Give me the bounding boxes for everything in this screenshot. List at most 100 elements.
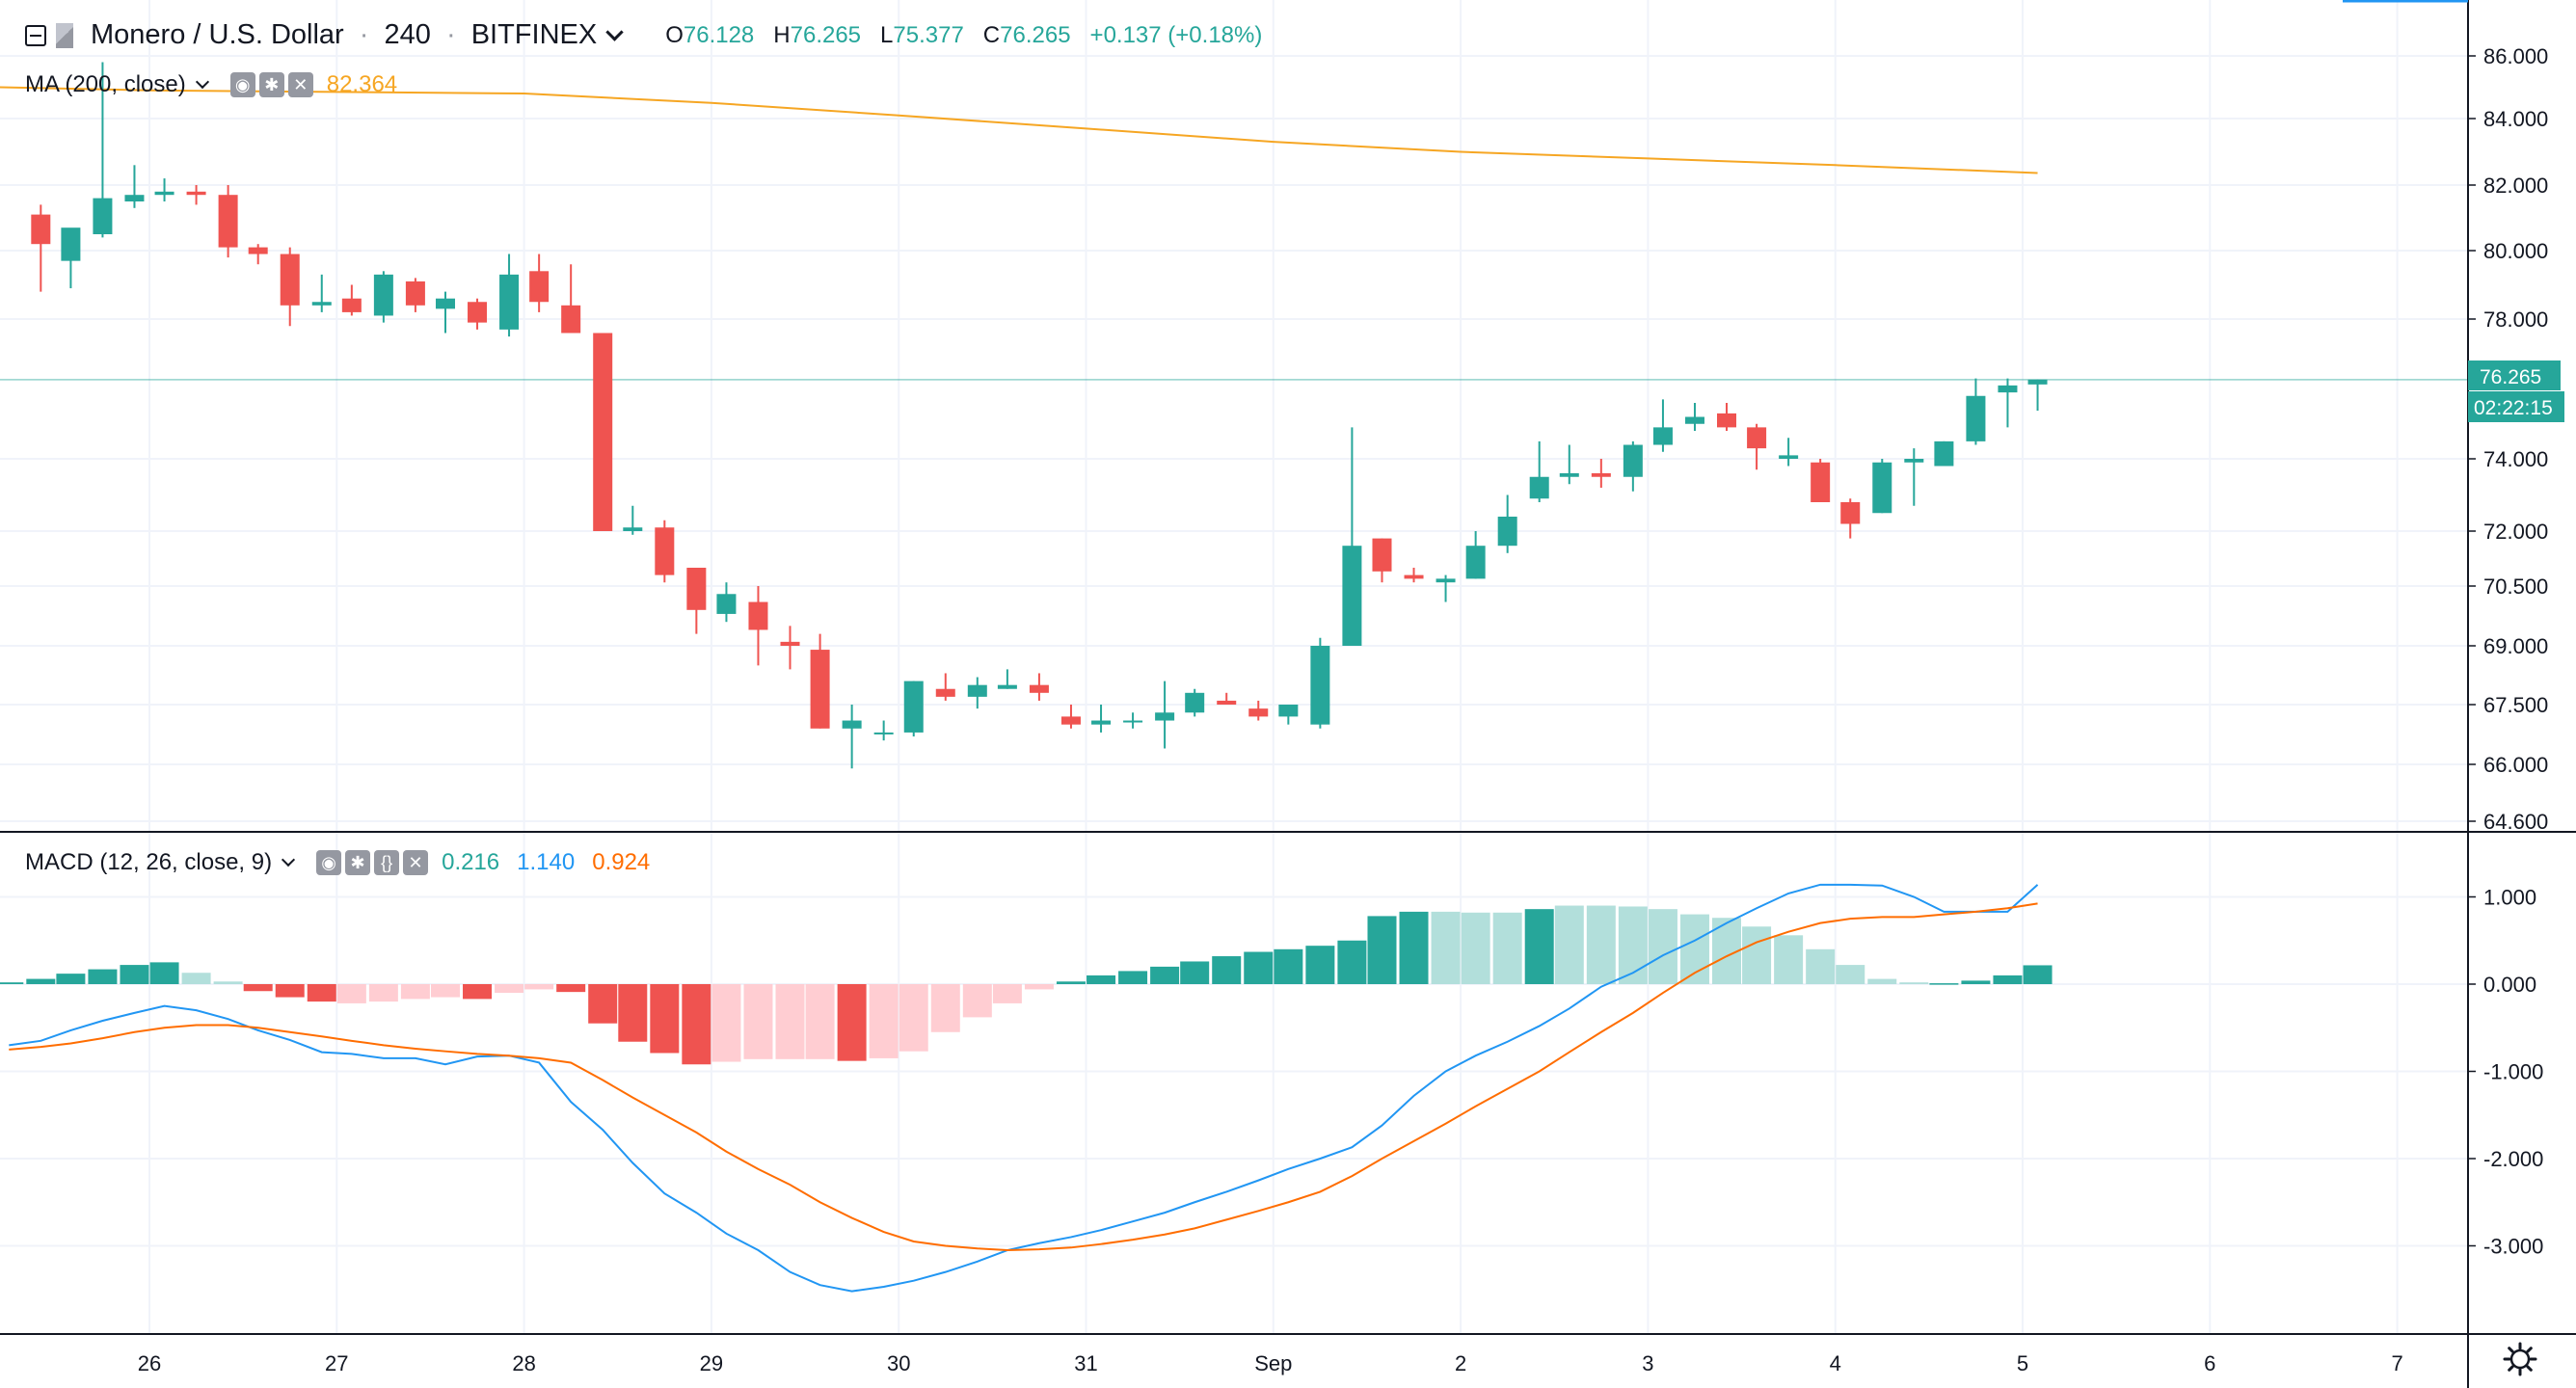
candle-down[interactable] (341, 284, 362, 316)
ohlc-values: O76.128 H76.265 L75.377 C76.265 +0.137 (… (665, 21, 1263, 48)
candle-up[interactable] (1310, 637, 1330, 729)
source-code-icon[interactable]: {} (374, 850, 400, 875)
candle-up[interactable] (1652, 399, 1673, 452)
macd-histogram-bar (556, 984, 586, 993)
candle-down[interactable] (529, 254, 550, 312)
candle-up[interactable] (1278, 705, 1299, 725)
candle-up[interactable] (1684, 403, 1704, 431)
macd-histogram-bar (1461, 912, 1490, 984)
candle-down[interactable] (1372, 538, 1392, 583)
candle-down[interactable] (280, 247, 300, 327)
candle-up[interactable] (1185, 688, 1205, 717)
macd-pane[interactable] (0, 883, 2053, 1293)
price-tick-label: 86.000 (2483, 44, 2548, 68)
candle-down[interactable] (1029, 673, 1049, 701)
collapse-icon[interactable] (25, 24, 46, 46)
candle-down[interactable] (1747, 423, 1767, 470)
candle-down[interactable] (935, 673, 955, 701)
candle-down[interactable] (1840, 498, 1861, 539)
candle-down[interactable] (561, 264, 581, 334)
candle-up[interactable] (1497, 494, 1517, 553)
candle-up[interactable] (1872, 459, 1892, 514)
candle-down[interactable] (810, 633, 830, 729)
candle-down[interactable] (468, 298, 488, 330)
candle-body (903, 681, 924, 733)
macd-legend: MACD (12, 26, close, 9) ◉ ✱ {} ✕ 0.216 1… (25, 849, 650, 876)
candle-up[interactable] (93, 62, 113, 238)
candle-body (435, 298, 455, 309)
candle-up[interactable] (967, 677, 987, 709)
candle-up[interactable] (373, 271, 393, 323)
candle-down[interactable] (1217, 692, 1237, 705)
candle-down[interactable] (1811, 459, 1831, 502)
candle-up[interactable] (1623, 440, 1643, 492)
candle-up[interactable] (1904, 448, 1924, 506)
symbol-title[interactable]: Monero / U.S. Dollar · 240 · BITFINEX (91, 19, 598, 50)
candle-down[interactable] (1404, 568, 1424, 583)
candle-body (1497, 517, 1517, 547)
candle-up[interactable] (124, 165, 145, 208)
price-pane[interactable] (0, 62, 2468, 769)
macd-histogram-bar (1212, 956, 1242, 984)
close-icon[interactable]: ✕ (403, 850, 429, 875)
candle-up[interactable] (61, 227, 81, 289)
candle-down[interactable] (1248, 700, 1269, 721)
eye-icon[interactable]: ◉ (316, 850, 342, 875)
candle-body (468, 302, 488, 323)
candle-up[interactable] (1436, 574, 1456, 602)
chevron-down-icon[interactable] (605, 23, 624, 41)
gear-icon[interactable]: ✱ (258, 72, 284, 97)
candle-down[interactable] (1717, 403, 1737, 431)
candle-up[interactable] (1559, 444, 1579, 485)
macd-label[interactable]: MACD (12, 26, close, 9) (25, 849, 273, 875)
candle-down[interactable] (593, 333, 613, 532)
candle-down[interactable] (780, 626, 800, 670)
candle-body (93, 198, 113, 234)
settings-gear-icon[interactable] (2503, 1342, 2537, 1376)
candle-down[interactable] (686, 568, 707, 634)
candle-up[interactable] (1934, 440, 1954, 467)
candle-body (1436, 578, 1456, 583)
candle-body (1717, 413, 1737, 428)
candle-up[interactable] (1342, 427, 1362, 646)
candle-up[interactable] (1966, 378, 1986, 445)
gear-icon[interactable]: ✱ (345, 850, 371, 875)
candle-down[interactable] (405, 278, 425, 312)
x-tick-label: 28 (512, 1351, 535, 1375)
eye-icon[interactable]: ◉ (229, 72, 255, 97)
candle-down[interactable] (655, 520, 675, 583)
candle-up[interactable] (842, 705, 862, 769)
candle-down[interactable] (248, 244, 268, 265)
candle-up[interactable] (2027, 379, 2048, 412)
candle-up[interactable] (1529, 440, 1549, 502)
candle-body (1998, 385, 2018, 393)
chevron-down-icon[interactable] (195, 74, 209, 90)
candle-up[interactable] (311, 274, 332, 312)
chevron-down-icon[interactable] (282, 852, 296, 868)
candle-down[interactable] (31, 204, 51, 292)
candle-up[interactable] (997, 669, 1017, 689)
candle-down[interactable] (1591, 459, 1611, 488)
ma-label[interactable]: MA (200, close) (25, 71, 186, 97)
candle-up[interactable] (903, 681, 924, 737)
candle-up[interactable] (499, 254, 520, 337)
candle-up[interactable] (1123, 712, 1143, 729)
candle-up[interactable] (1091, 705, 1112, 733)
candle-up[interactable] (873, 720, 894, 741)
candle-up[interactable] (1155, 681, 1175, 749)
candle-up[interactable] (1465, 531, 1486, 579)
close-icon[interactable]: ✕ (287, 72, 313, 97)
macd-histogram-bar (463, 984, 493, 1000)
candle-up[interactable] (1998, 378, 2018, 428)
candle-down[interactable] (218, 185, 238, 258)
candle-up[interactable] (1779, 438, 1799, 467)
candle-up[interactable] (435, 291, 455, 334)
candle-down[interactable] (748, 586, 768, 666)
candle-up[interactable] (154, 178, 174, 201)
candle-down[interactable] (186, 185, 206, 205)
candle-up[interactable] (716, 582, 737, 623)
candle-down[interactable] (1060, 705, 1081, 729)
macd-histogram-bar (1367, 916, 1397, 984)
candle-up[interactable] (623, 505, 643, 535)
